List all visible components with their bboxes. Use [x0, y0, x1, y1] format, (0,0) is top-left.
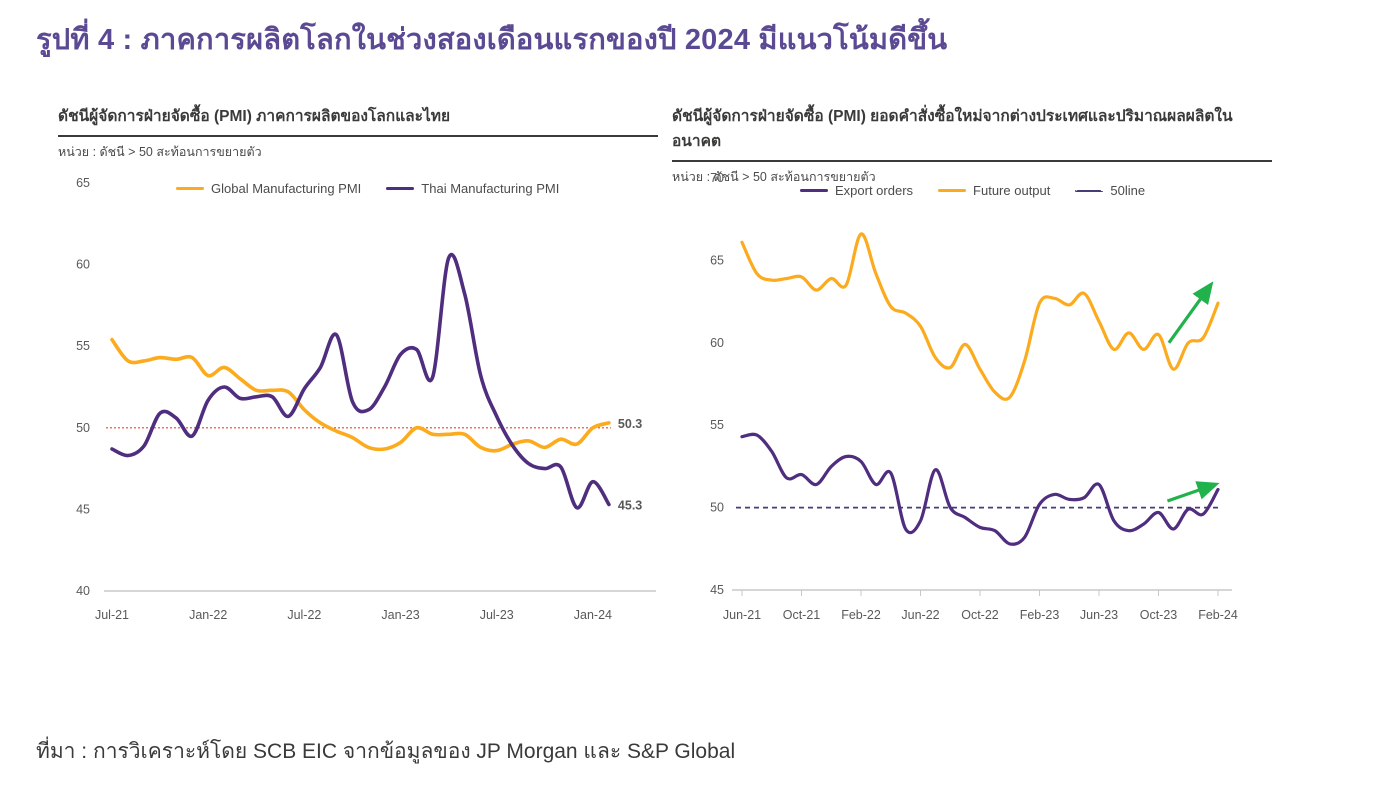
x-axis-label: Oct-21 — [783, 608, 821, 622]
left-chart-canvas: 40 45 50 55 60 65 Jul-21 Jan-22 Jul-22 Jan-23 Jul-… — [76, 176, 656, 622]
legend-label: Global Manufacturing PMI — [211, 181, 362, 196]
x-axis-label: Jan-24 — [574, 608, 612, 622]
figure-title: รูปที่ 4 : ภาคการผลิตโลกในช่วงสองเดือนแร… — [36, 24, 948, 56]
x-axis-label: Feb-24 — [1198, 608, 1238, 622]
legend-item-future-output: Future output — [938, 183, 1050, 198]
legend-label: Future output — [973, 183, 1051, 198]
x-axis-label: Jun-22 — [901, 608, 939, 622]
legend-item-global-manufacturing-pmi: Global Manufacturing PMI — [176, 181, 361, 196]
y-axis-label: 55 — [76, 339, 90, 353]
source-note: ที่มา : การวิเคราะห์โดย SCB EIC จากข้อมู… — [36, 740, 736, 763]
purple-line-swatch-icon — [800, 188, 828, 193]
y-axis-label: 65 — [76, 176, 90, 190]
x-axis-label: Oct-23 — [1140, 608, 1178, 622]
orange-line-swatch-icon — [938, 188, 967, 193]
left-chart-legend: Global Manufacturing PMI Thai Manufactur… — [176, 181, 584, 196]
end-value-label-45-3: 45.3 — [618, 499, 642, 513]
right-chart-legend: Export orders Future output 50line — [800, 183, 1170, 198]
legend-label: 50line — [1110, 183, 1146, 198]
y-axis-label: 65 — [710, 253, 724, 267]
x-axis-label: Jul-22 — [287, 608, 321, 622]
y-axis-label: 40 — [76, 584, 90, 598]
end-value-label-50-3: 50.3 — [618, 417, 642, 431]
global-manufacturing-pmi-line — [110, 337, 611, 453]
global-thai-pmi-panel: ดัชนีผู้จัดการฝ่ายจัดซื้อ (PMI) ภาคการผล… — [58, 103, 658, 162]
right-chart-unit-label: หน่วย : ดัชนี > 50 สะท้อนการขยายตัว — [672, 170, 876, 184]
y-axis-label: 70 — [710, 171, 724, 185]
legend-item-thai-manufacturing-pmi: Thai Manufacturing PMI — [386, 181, 559, 196]
y-axis-label: 55 — [710, 418, 724, 432]
x-axis-label: Feb-23 — [1020, 608, 1060, 622]
upward-trend-arrow — [1167, 281, 1214, 344]
y-axis-label: 45 — [710, 583, 724, 597]
x-axis-label: Jun-23 — [1080, 608, 1118, 622]
export-orders-line — [740, 432, 1220, 546]
y-axis-label: 60 — [710, 336, 724, 350]
future-output-line — [740, 232, 1220, 401]
export-orders-future-output-panel: ดัชนีผู้จัดการฝ่ายจัดซื้อ (PMI) ยอดคำสั่… — [672, 103, 1272, 187]
upward-trend-arrow — [1166, 481, 1220, 503]
x-axis-label: Oct-22 — [961, 608, 999, 622]
right-chart-title: ดัชนีผู้จัดการฝ่ายจัดซื้อ (PMI) ยอดคำสั่… — [672, 103, 1272, 162]
y-axis-label: 60 — [76, 258, 90, 272]
legend-item-50line: 50line — [1075, 183, 1145, 198]
x-axis-label: Jul-21 — [95, 608, 129, 622]
x-axis-label: Jan-23 — [381, 608, 419, 622]
left-chart-unit-label: หน่วย : ดัชนี > 50 สะท้อนการขยายตัว — [58, 145, 262, 159]
legend-label: Export orders — [835, 183, 914, 198]
x-axis-label: Feb-22 — [841, 608, 881, 622]
dashed-line-swatch-icon — [1075, 189, 1104, 192]
purple-line-swatch-icon — [386, 186, 415, 191]
y-axis-label: 50 — [76, 421, 90, 435]
legend-item-export-orders: Export orders — [800, 183, 913, 198]
x-axis-label: Jun-21 — [723, 608, 761, 622]
x-axis-label: Jan-22 — [189, 608, 227, 622]
y-axis-label: 45 — [76, 502, 90, 516]
left-chart-title: ดัชนีผู้จัดการฝ่ายจัดซื้อ (PMI) ภาคการผล… — [58, 103, 658, 137]
y-axis-label: 50 — [710, 501, 724, 515]
right-chart-canvas: 45 50 55 60 65 70 Jun-21 Oct-21 Feb-22 Jun-22 Oct-… — [710, 171, 1238, 622]
legend-label: Thai Manufacturing PMI — [421, 181, 560, 196]
orange-line-swatch-icon — [176, 186, 204, 191]
x-axis-label: Jul-23 — [480, 608, 514, 622]
thai-manufacturing-pmi-line — [110, 252, 611, 510]
